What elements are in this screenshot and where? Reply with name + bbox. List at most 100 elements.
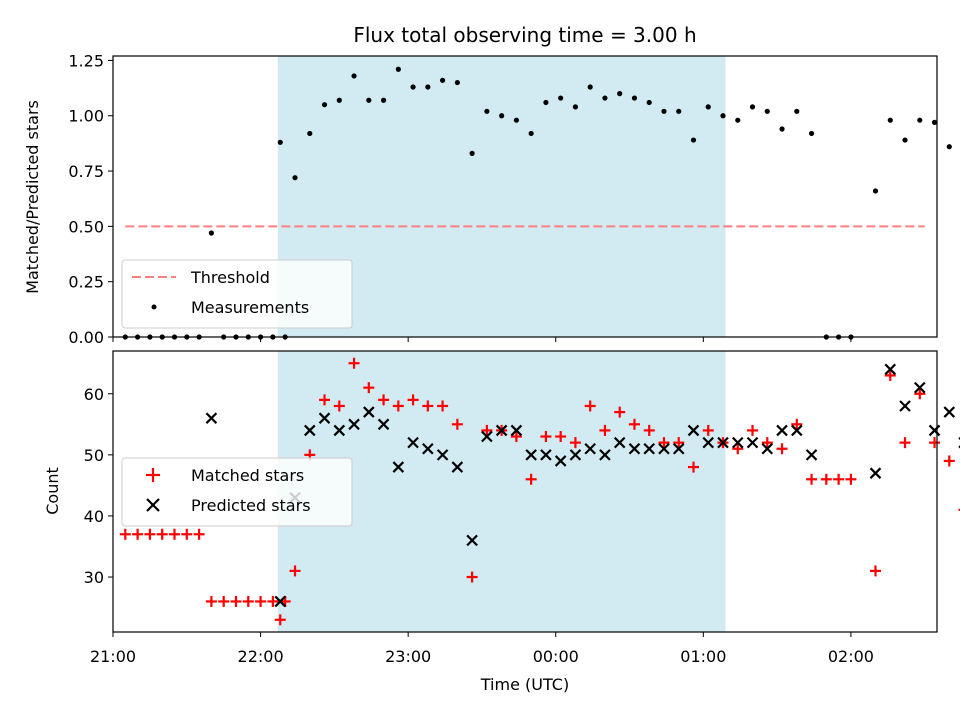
predicted-star-point: [569, 449, 582, 461]
predicted-star-point: [599, 449, 611, 461]
matched-star-point: [833, 473, 845, 485]
predicted-star-point: [658, 442, 670, 455]
matched-star-point: [870, 565, 882, 577]
matched-star-point: [267, 595, 279, 607]
matched-star-point: [943, 455, 955, 467]
matched-star-point: [218, 595, 230, 607]
measurement-point: [499, 113, 505, 119]
top-y-axis-label: Matched/Predicted stars: [23, 100, 42, 294]
matched-star-point: [732, 443, 744, 455]
top-y-tick-label: 0.25: [68, 273, 104, 292]
predicted-star-point: [274, 595, 287, 608]
matched-star-point: [747, 424, 759, 436]
measurement-point: [931, 119, 938, 125]
matched-star-point: [929, 437, 941, 449]
top-x-axis-ticks: [112, 337, 852, 342]
predicted-stars-legend-label: Predicted stars: [191, 496, 311, 515]
measurement-point: [395, 66, 401, 72]
measurement-point: [946, 144, 952, 150]
measurement-point: [735, 117, 741, 123]
matched-star-point: [451, 418, 463, 430]
measurement-point: [321, 102, 328, 108]
measurement-point: [690, 137, 697, 143]
predicted-star-point: [643, 442, 655, 455]
predicted-star-point: [466, 534, 478, 547]
measurement-point: [749, 104, 756, 110]
measurement-point: [558, 95, 564, 101]
matched-star-point: [806, 473, 818, 485]
predicted-star-point: [333, 424, 346, 437]
predicted-star-point: [928, 424, 941, 437]
predicted-star-point: [407, 436, 419, 449]
measurement-point: [410, 84, 416, 90]
predicted-star-point: [303, 424, 316, 437]
matched-star-point: [348, 357, 360, 369]
measurement-point: [794, 108, 800, 114]
bottom-legend: Matched stars Predicted stars: [121, 457, 353, 527]
measurement-point: [779, 126, 785, 132]
measurement-point: [887, 117, 893, 123]
measurement-point: [572, 104, 579, 110]
matched-stars-legend-label: Matched stars: [191, 466, 304, 485]
top-y-axis: 0.00 0.25 0.50 0.75 1.00 1.25: [68, 51, 113, 347]
measurement-point: [587, 84, 593, 90]
matched-star-point: [628, 418, 640, 430]
measurement-point: [366, 97, 372, 103]
predicted-star-point: [687, 424, 700, 437]
matched-star-point: [820, 473, 832, 485]
measurement-point: [351, 73, 357, 79]
measurement-point: [277, 139, 283, 145]
matched-star-point: [333, 400, 345, 412]
top-y-tick-label: 0.50: [68, 217, 104, 236]
matched-stars-legend-swatch: [146, 468, 160, 482]
predicted-star-point: [943, 406, 956, 418]
matched-star-point: [687, 461, 699, 473]
matched-star-point: [230, 595, 242, 607]
x-tick-label: 23:00: [385, 647, 431, 666]
matched-star-point: [363, 382, 375, 394]
predicted-star-point: [899, 400, 911, 412]
predicted-star-point: [746, 436, 759, 449]
predicted-star-point: [914, 381, 926, 394]
measurement-point: [292, 175, 298, 181]
matched-star-point: [205, 595, 217, 607]
matched-star-point: [525, 473, 537, 485]
matched-star-point: [614, 406, 626, 418]
matched-star-point: [422, 400, 434, 412]
matched-star-point: [481, 424, 493, 436]
matched-star-point: [914, 388, 926, 400]
matched-star-point: [168, 528, 180, 540]
measurement-point: [425, 84, 431, 90]
predicted-star-point: [672, 442, 685, 455]
matched-star-point: [569, 437, 581, 449]
predicted-star-point: [348, 418, 360, 431]
matched-stars-series: [119, 357, 960, 626]
predicted-star-point: [510, 424, 523, 437]
matched-star-point: [845, 473, 857, 485]
predicted-star-point: [717, 436, 729, 449]
matched-star-point: [132, 528, 144, 540]
matched-star-point: [392, 400, 404, 412]
predicted-stars-series: [205, 363, 960, 608]
matched-star-point: [510, 431, 522, 443]
matched-star-point: [702, 424, 714, 436]
measurement-point: [469, 150, 475, 156]
matched-star-point: [791, 418, 803, 430]
matched-star-point: [255, 595, 267, 607]
x-axis-label: Time (UTC): [480, 675, 569, 694]
predicted-star-point: [869, 467, 882, 479]
measurement-point: [617, 91, 623, 97]
matched-star-point: [407, 394, 419, 406]
predicted-star-point: [628, 442, 641, 455]
predicted-stars-legend-swatch: [146, 498, 160, 512]
matched-star-point: [119, 528, 131, 540]
top-y-tick-label: 0.75: [68, 162, 104, 181]
bottom-y-tick-label: 60: [84, 385, 104, 404]
bottom-y-tick-label: 40: [84, 507, 104, 526]
measurements-legend-label: Measurements: [191, 298, 309, 317]
matched-star-point: [466, 571, 478, 583]
measurement-point: [764, 108, 770, 114]
matched-star-point: [761, 437, 773, 449]
matched-star-point: [319, 394, 331, 406]
